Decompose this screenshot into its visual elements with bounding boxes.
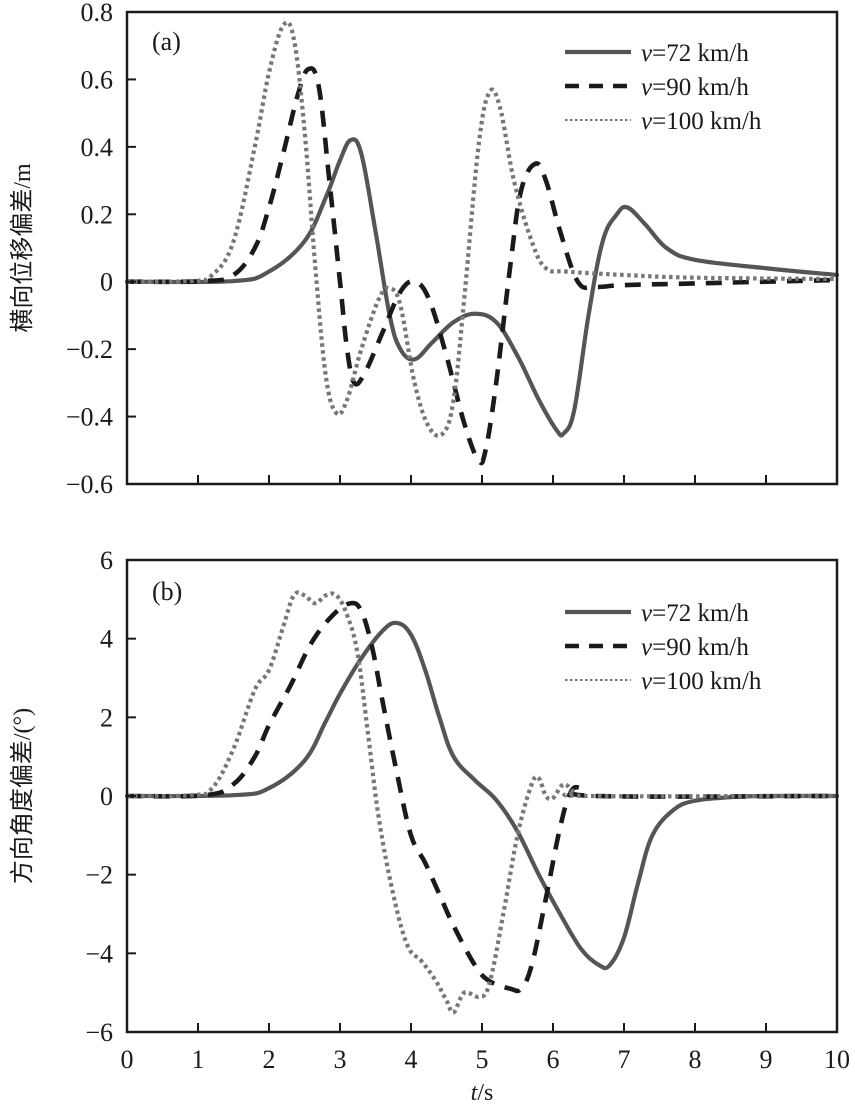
x-tick-label: 10 (824, 1045, 850, 1074)
panel-b: 0 1 2 3 4 5 6 7 8 9 10 −6 −4 −2 0 2 4 6 (b) 方向角度偏差/(°) t/s v=… (9, 546, 850, 1105)
x-tick-label: 8 (689, 1045, 702, 1074)
x-tick-label: 4 (405, 1045, 418, 1074)
x-tick-label: 3 (334, 1045, 347, 1074)
series-line-solid (124, 620, 840, 971)
y-tick-label: −0.2 (66, 335, 113, 364)
x-tick-label: 5 (476, 1045, 489, 1074)
y-tick-label: 0 (100, 782, 113, 811)
y-tick-label: 2 (100, 703, 113, 732)
x-tick-label: 0 (121, 1045, 134, 1074)
legend: v=72 km/h v=90 km/h v=100 km/h (565, 40, 762, 135)
y-axis-title: 横向位移偏差/m (9, 163, 36, 333)
series-group (124, 590, 840, 1015)
y-tick-label: 0.2 (81, 200, 114, 229)
x-tick-label: 2 (263, 1045, 276, 1074)
y-tick-label: 4 (100, 625, 113, 654)
y-tick-label: −0.4 (66, 403, 113, 432)
y-tick-label: −2 (85, 861, 113, 890)
series-line-solid (124, 137, 840, 438)
y-axis-title: 方向角度偏差/(°) (9, 708, 36, 884)
legend: v=72 km/h v=90 km/h v=100 km/h (565, 600, 762, 695)
y-tick-label: −0.6 (66, 470, 113, 499)
series-line-dashed (126, 66, 838, 466)
y-tick-label: 0.6 (81, 65, 114, 94)
legend-label: v=90 km/h (641, 74, 749, 101)
y-tick-label: 0.8 (81, 0, 114, 27)
y-tick-label: −6 (85, 1018, 113, 1047)
series-line-dotted (126, 20, 838, 438)
y-tick-label: −4 (85, 939, 113, 968)
series-line-dashed (126, 600, 838, 994)
x-tick-label: 7 (618, 1045, 631, 1074)
legend-label: v=100 km/h (641, 668, 762, 695)
x-tick-label: 1 (192, 1045, 205, 1074)
legend-label: v=90 km/h (641, 634, 749, 661)
series-line-dotted (126, 590, 838, 1015)
y-tick-label: 6 (100, 546, 113, 575)
series-group (124, 20, 840, 466)
x-tick-label: 6 (547, 1045, 560, 1074)
panel-a: −0.6 −0.4 −0.2 0 0.2 0.4 0.6 0.8 (a) 横向位移偏差/m v=72… (9, 0, 840, 499)
x-axis-title: t/s (471, 1080, 494, 1105)
legend-label: v=72 km/h (641, 600, 749, 627)
legend-label: v=100 km/h (641, 108, 762, 135)
x-tick-label: 9 (760, 1045, 773, 1074)
legend-label: v=72 km/h (641, 40, 749, 67)
y-tick-label: 0.4 (81, 133, 114, 162)
panel-label: (a) (152, 27, 181, 56)
panel-label: (b) (152, 577, 182, 606)
y-tick-label: 0 (100, 268, 113, 297)
